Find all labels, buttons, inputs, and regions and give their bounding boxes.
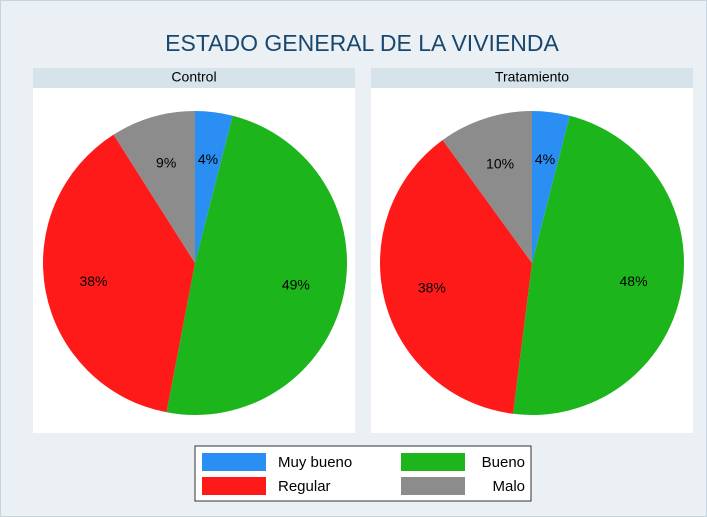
pie-slice [113, 111, 195, 263]
legend-swatch [401, 477, 465, 495]
slice-label: 38% [418, 279, 446, 295]
pie-slice [532, 111, 570, 263]
legend-swatch [202, 453, 266, 471]
slice-label: 4% [535, 151, 555, 167]
panel-title: Control [171, 69, 216, 85]
pie-slice [512, 115, 684, 415]
legend-label: Muy bueno [278, 454, 352, 471]
pie-slice [380, 140, 532, 414]
chart-title: ESTADO GENERAL DE LA VIVIENDA [165, 30, 559, 56]
slice-label: 38% [79, 273, 107, 289]
slice-label: 10% [486, 155, 514, 171]
pie-slice [195, 111, 233, 263]
pie-slice [42, 134, 195, 413]
panel-header [33, 68, 355, 88]
panel-header [371, 68, 693, 88]
legend-label: Bueno [482, 454, 525, 471]
slice-label: 4% [198, 151, 218, 167]
legend-swatch [401, 453, 465, 471]
legend-label: Malo [492, 478, 525, 495]
panel-title: Tratamiento [495, 69, 569, 85]
slice-label: 49% [282, 276, 310, 292]
pie-slice [442, 111, 532, 263]
legend-label: Regular [278, 478, 331, 495]
slice-label: 9% [156, 154, 176, 170]
slice-label: 48% [620, 273, 648, 289]
pie-slice [166, 115, 347, 415]
legend-swatch [202, 477, 266, 495]
